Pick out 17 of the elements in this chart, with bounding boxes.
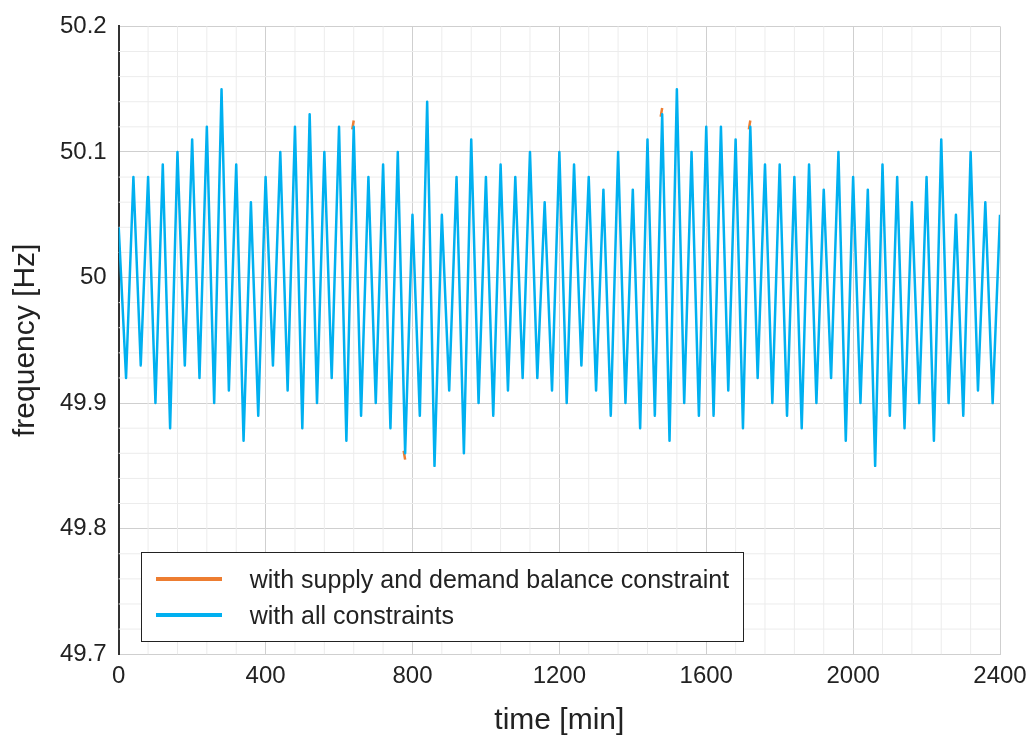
x-tick-label: 800 <box>392 661 433 689</box>
legend-label: with all constraints <box>249 600 454 630</box>
y-tick-label: 50.1 <box>59 136 107 164</box>
x-tick-label: 1600 <box>679 661 733 689</box>
x-tick-label: 2400 <box>973 661 1027 689</box>
y-tick-label: 49.9 <box>59 387 107 415</box>
y-tick-label: 49.7 <box>59 638 107 666</box>
x-tick-label: 2000 <box>826 661 880 689</box>
x-tick-label: 0 <box>112 661 126 689</box>
x-tick-label: 1200 <box>532 661 587 689</box>
x-axis-title: time [min] <box>494 702 625 736</box>
y-axis-title: frequency [Hz] <box>7 243 41 438</box>
x-tick-label: 400 <box>245 661 286 689</box>
y-tick-label: 50.2 <box>59 11 107 39</box>
legend-label: with supply and demand balance constraint <box>249 564 730 594</box>
y-tick-label: 49.8 <box>59 513 107 541</box>
y-tick-label: 50 <box>80 262 107 290</box>
